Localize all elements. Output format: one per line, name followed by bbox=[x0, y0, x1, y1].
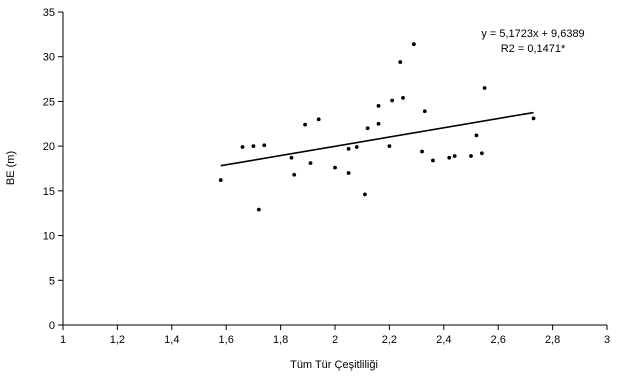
data-point bbox=[398, 60, 403, 64]
y-tick-label: 5 bbox=[49, 275, 55, 287]
data-point bbox=[346, 171, 351, 175]
x-tick-label: 1,2 bbox=[110, 334, 125, 346]
x-tick-label: 2,2 bbox=[382, 334, 397, 346]
data-point bbox=[251, 144, 256, 149]
data-point bbox=[289, 155, 294, 160]
x-tick-label: 1,4 bbox=[164, 334, 179, 346]
data-point bbox=[363, 192, 367, 197]
y-tick-label: 20 bbox=[43, 141, 55, 153]
x-tick-label: 3 bbox=[604, 334, 610, 346]
data-point bbox=[474, 133, 479, 138]
data-point bbox=[482, 86, 487, 90]
data-point bbox=[469, 154, 473, 158]
x-tick-label: 2,8 bbox=[545, 334, 560, 346]
data-point bbox=[365, 126, 370, 131]
trendline bbox=[220, 111, 534, 167]
y-tick-label: 15 bbox=[43, 186, 55, 198]
data-point bbox=[431, 158, 435, 163]
data-point bbox=[401, 95, 405, 100]
data-point bbox=[354, 145, 359, 149]
data-point bbox=[308, 161, 313, 166]
y-axis-title: BE (m) bbox=[5, 151, 17, 185]
data-point bbox=[256, 207, 261, 212]
data-point bbox=[303, 122, 307, 127]
data-points bbox=[218, 42, 536, 212]
data-point bbox=[420, 149, 424, 154]
data-point bbox=[411, 42, 416, 47]
y-tick-label: 10 bbox=[43, 231, 55, 243]
x-tick-label: 1 bbox=[60, 334, 66, 346]
data-point bbox=[346, 146, 351, 151]
y-tick-label: 25 bbox=[43, 96, 55, 108]
data-point bbox=[531, 116, 536, 121]
data-point bbox=[333, 165, 337, 170]
x-tick-label: 1,6 bbox=[219, 334, 234, 346]
x-tick-label: 1,8 bbox=[273, 334, 288, 346]
data-point bbox=[390, 98, 395, 103]
data-point bbox=[422, 109, 427, 114]
data-point bbox=[447, 155, 452, 160]
data-point bbox=[387, 144, 392, 149]
data-point bbox=[376, 104, 381, 108]
r-squared-label: R2 = 0,1471* bbox=[501, 43, 566, 55]
data-point bbox=[292, 172, 297, 177]
y-tick-label: 35 bbox=[43, 7, 55, 19]
data-point bbox=[240, 145, 245, 149]
x-tick-label: 2 bbox=[332, 334, 338, 346]
data-point bbox=[316, 117, 321, 122]
x-tick-label: 2,4 bbox=[436, 334, 451, 346]
data-point bbox=[376, 121, 381, 126]
y-tick-label: 30 bbox=[43, 52, 55, 64]
trend-equation: y = 5,1723x + 9,6389 bbox=[481, 28, 584, 40]
data-point bbox=[452, 154, 457, 158]
y-tick-label: 0 bbox=[49, 320, 55, 332]
data-point bbox=[262, 143, 267, 148]
data-point bbox=[218, 178, 223, 183]
x-axis-title: Tüm Tür Çeşitliliği bbox=[290, 359, 378, 371]
axes: 0 5 10 15 20 25 30 35 1 1,2 1,4 1,6 1,8 2 2,2 2,4 2,6 2,8… bbox=[43, 7, 610, 346]
trendline-layer bbox=[220, 111, 534, 167]
x-tick-label: 2,6 bbox=[491, 334, 506, 346]
data-point bbox=[479, 151, 484, 156]
